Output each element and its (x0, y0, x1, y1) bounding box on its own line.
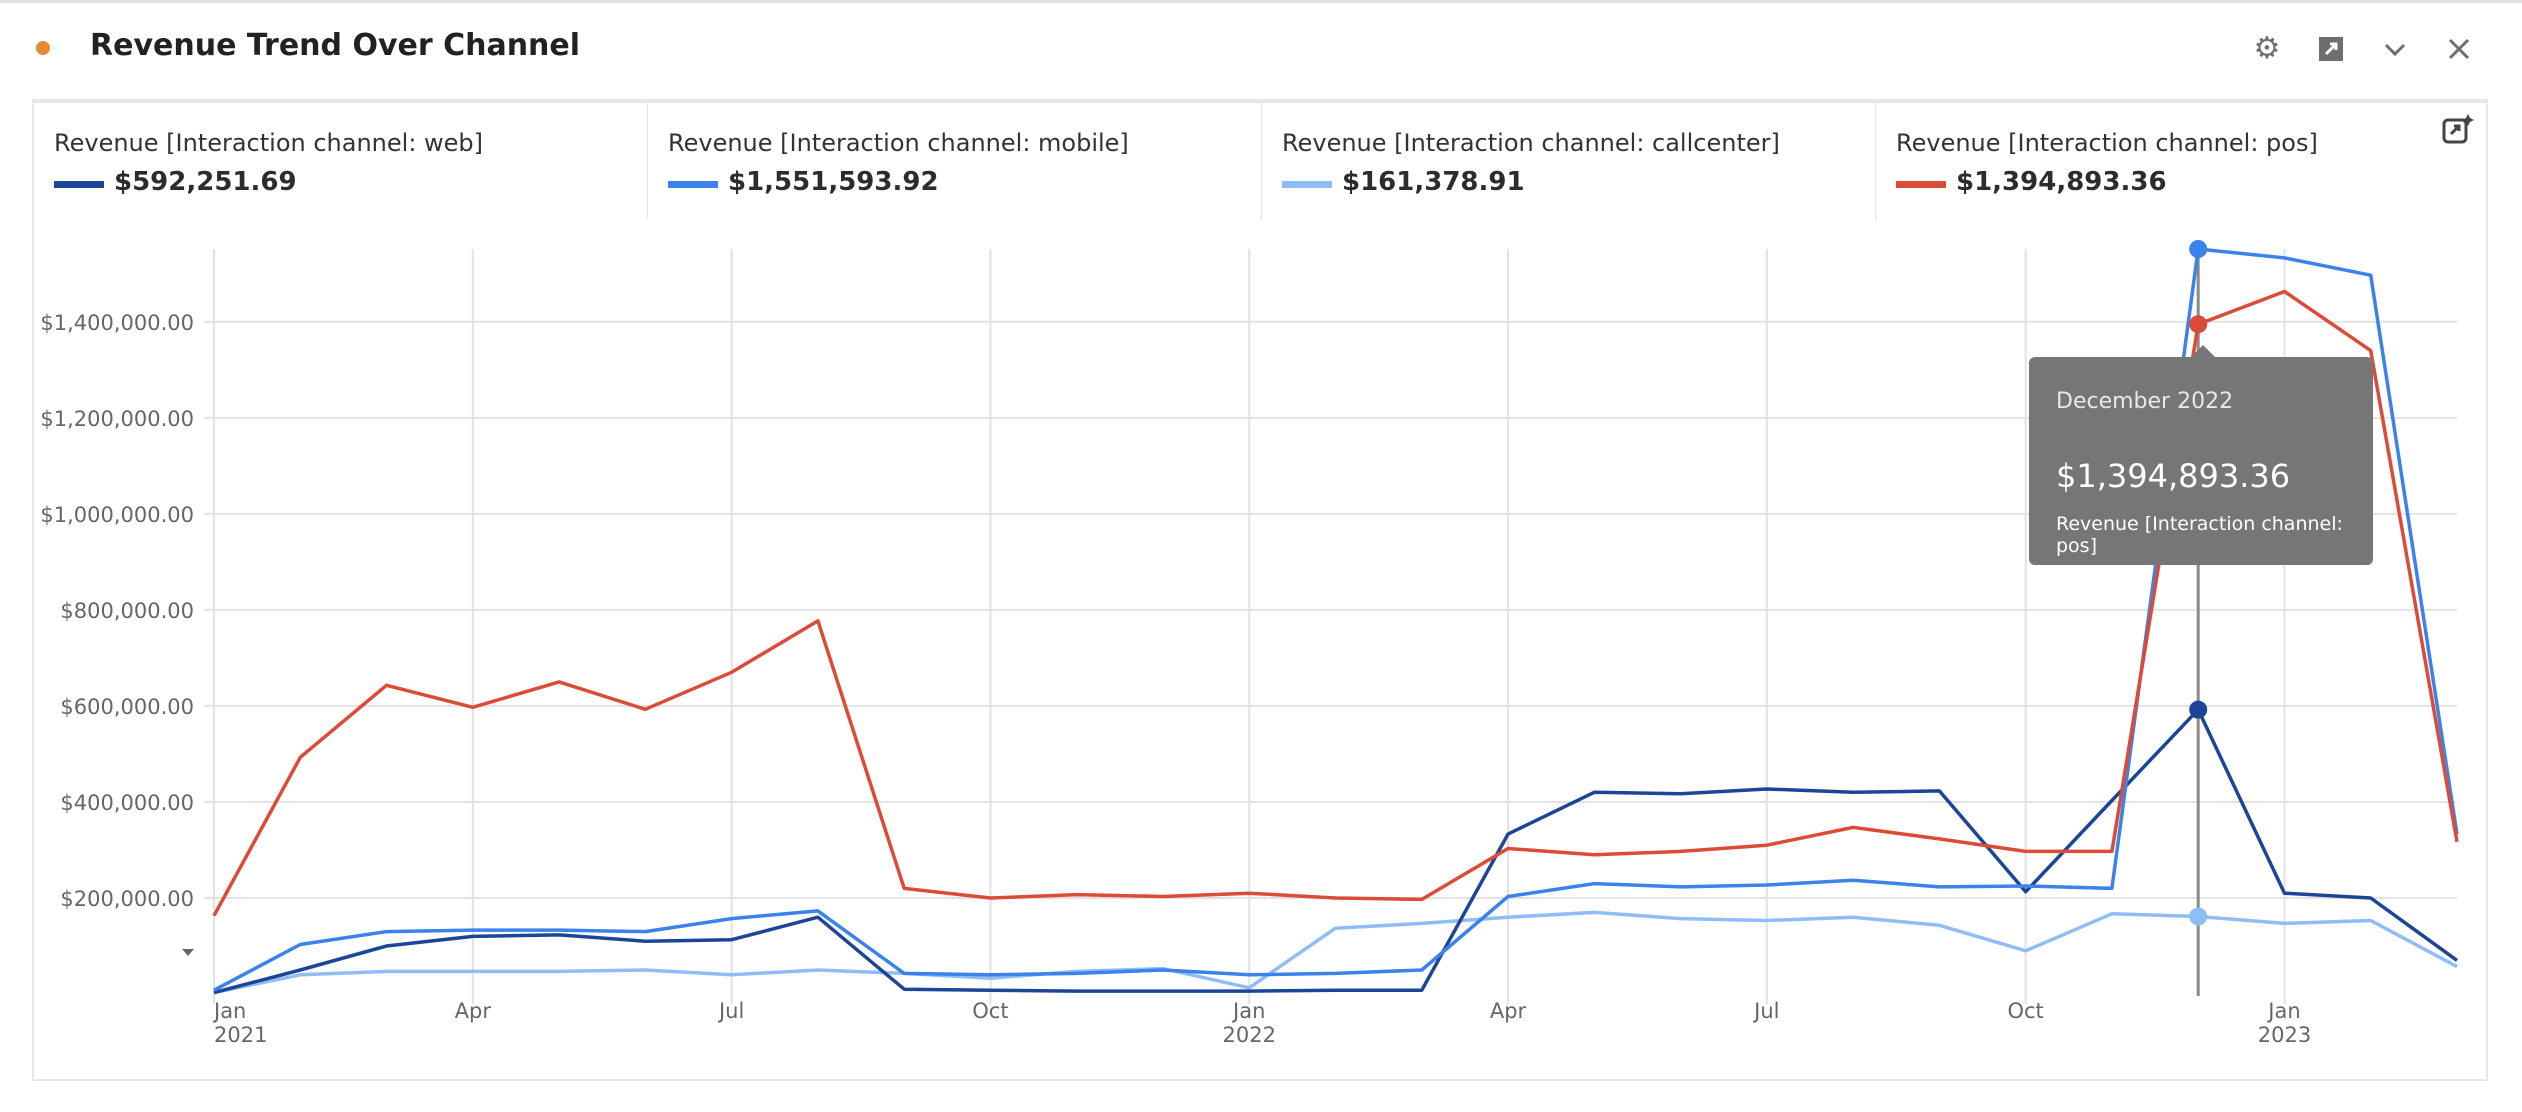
y-tick-label: $800,000.00 (60, 599, 194, 623)
legend-item-web[interactable]: Revenue [Interaction channel: web] $592,… (34, 103, 648, 219)
insight-icon[interactable] (2440, 112, 2474, 146)
legend-item-callcenter[interactable]: Revenue [Interaction channel: callcenter… (1262, 103, 1876, 219)
top-divider (0, 0, 2522, 3)
x-tick-label: Jul (717, 999, 744, 1023)
legend-item-pos[interactable]: Revenue [Interaction channel: pos] $1,39… (1876, 103, 2490, 219)
highlight-point (2189, 700, 2208, 719)
legend-swatch (54, 181, 104, 188)
axis-menu-caret-icon (182, 949, 194, 956)
legend-value: $1,551,593.92 (728, 167, 939, 197)
legend-item-mobile[interactable]: Revenue [Interaction channel: mobile] $1… (648, 103, 1262, 219)
x-tick-label: Jul (1752, 999, 1779, 1023)
x-tick-year: 2022 (1223, 1023, 1276, 1047)
highlight-point (2189, 240, 2208, 258)
y-tick-label: $400,000.00 (60, 791, 194, 815)
legend-label: Revenue [Interaction channel: mobile] (668, 129, 1129, 157)
series-line-pos (212, 289, 2459, 917)
highlight-point (2189, 315, 2208, 334)
gear-icon[interactable]: ⚙ (2253, 31, 2281, 66)
y-tick-label: $1,000,000.00 (40, 503, 194, 527)
x-tick-year: 2021 (214, 1023, 267, 1047)
legend-label: Revenue [Interaction channel: pos] (1896, 129, 2318, 157)
series-line-mobile (213, 247, 2459, 992)
legend-value: $161,378.91 (1342, 167, 1525, 197)
legend-label: Revenue [Interaction channel: web] (54, 129, 484, 157)
legend-label: Revenue [Interaction channel: callcenter… (1282, 129, 1780, 157)
legend-swatch (1282, 181, 1332, 188)
expand-icon[interactable] (2314, 32, 2348, 66)
legend-swatch (668, 181, 718, 188)
y-tick-label: $200,000.00 (60, 887, 194, 911)
y-tick-label: $1,400,000.00 (40, 311, 194, 335)
x-tick-label: Jan (1231, 999, 1265, 1023)
series-line-callcenter (213, 910, 2458, 995)
tooltip-date: December 2022 (2056, 389, 2234, 414)
x-tick-label: Apr (455, 999, 492, 1023)
series-line-web (213, 707, 2459, 995)
status-dot (36, 41, 50, 55)
tooltip-series: Revenue [Interaction channel: pos] (2056, 513, 2343, 557)
panel-title: Revenue Trend Over Channel (90, 28, 581, 63)
x-tick-label: Oct (972, 999, 1008, 1023)
tooltip-value: $1,394,893.36 (2056, 457, 2291, 495)
x-tick-label: Apr (1490, 999, 1527, 1023)
legend-value: $592,251.69 (114, 167, 297, 197)
chart-card (32, 99, 2488, 1081)
x-tick-label: Jan (2266, 999, 2300, 1023)
legend-value: $1,394,893.36 (1956, 167, 2167, 197)
chevron-down-icon[interactable] (2378, 32, 2412, 66)
x-tick-year: 2023 (2258, 1023, 2311, 1047)
y-tick-label: $1,200,000.00 (40, 407, 194, 431)
tooltip: December 2022 $1,394,893.36 Revenue [Int… (2029, 345, 2373, 565)
close-icon[interactable] (2442, 32, 2476, 66)
x-tick-label: Oct (2007, 999, 2043, 1023)
x-tick-label: Jan (212, 999, 246, 1023)
highlight-point (2189, 907, 2208, 926)
legend-swatch (1896, 181, 1946, 188)
y-tick-label: $600,000.00 (60, 695, 194, 719)
